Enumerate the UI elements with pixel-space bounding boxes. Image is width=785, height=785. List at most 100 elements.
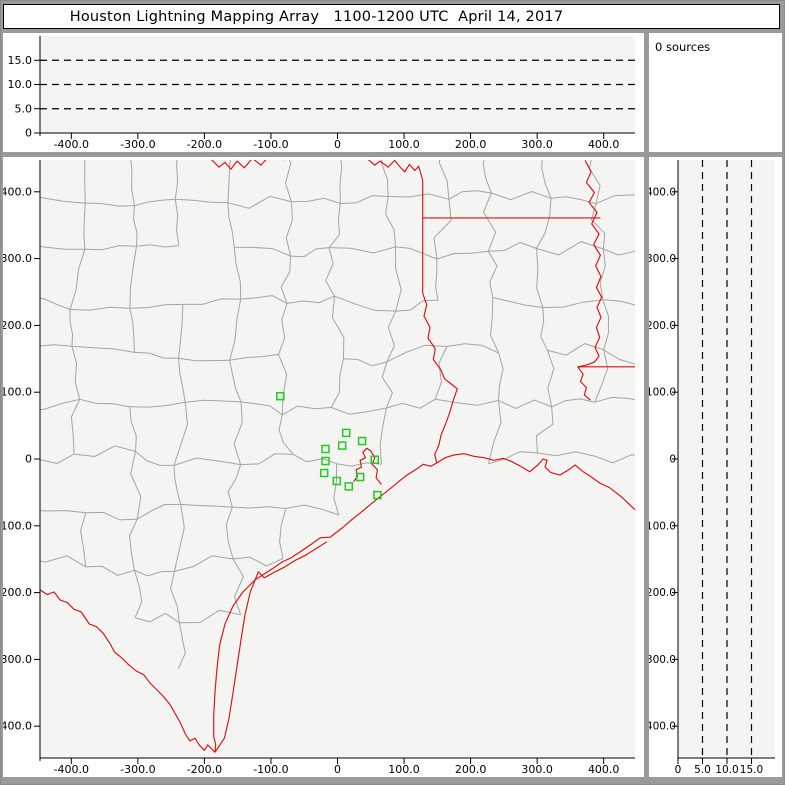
map-layers (16, 160, 635, 753)
county-boundary-line (279, 508, 287, 559)
y-tick-label: 0 (669, 454, 676, 466)
y-tick-label: -300.0 (3, 653, 32, 666)
county-boundary-line (339, 160, 343, 204)
county-boundary-line (435, 398, 499, 406)
county-boundary-line (547, 343, 604, 356)
y-tick-label: 10.0 (8, 78, 33, 91)
county-boundary-line (290, 247, 330, 258)
county-boundary-line (599, 248, 606, 300)
y-tick-label: -100.0 (649, 520, 676, 532)
county-boundary-line (134, 569, 175, 577)
county-boundary-line (85, 202, 135, 207)
altitude-ns-plot[interactable]: 400.0 300.0 200.0 100.0 0 -100.0 -200.0 -300.0 -… (649, 157, 782, 777)
state-border-barrier-island (214, 570, 265, 753)
county-boundary-line (177, 622, 186, 669)
county-boundary-line (491, 190, 552, 201)
county-boundary-line (170, 571, 180, 623)
county-boundary-line (132, 205, 138, 247)
county-boundary-line (227, 160, 231, 203)
county-boundary-line (70, 306, 130, 311)
county-boundary-line (173, 504, 185, 572)
x-tick-label: 0 (334, 138, 341, 151)
state-border-galveston-bay (353, 447, 382, 485)
county-boundary-line (129, 308, 135, 353)
county-boundary-line (227, 202, 235, 248)
x-tick-label: -400.0 (54, 138, 89, 151)
county-boundary-line (386, 344, 447, 363)
county-boundary-line (129, 406, 137, 452)
county-boundary-line (448, 190, 492, 200)
county-boundary-line (603, 248, 635, 256)
state-border-rio-grande (40, 589, 216, 753)
county-boundary-line (229, 353, 279, 361)
county-boundary-line (227, 195, 292, 209)
county-boundary-line (487, 251, 498, 298)
county-boundary-line (286, 295, 335, 304)
altitude-ew-plot[interactable]: 0 5.0 10.0 15.0 -400.0 -300.0 -200.0 -100.0 0 100… (3, 33, 644, 152)
y-tick-label: -100.0 (3, 519, 32, 532)
y-tick-label: 300.0 (649, 253, 676, 265)
y-tick-label: 15.0 (8, 54, 33, 67)
county-boundary-line (229, 360, 242, 403)
county-boundary-line (74, 445, 136, 458)
y-tick-label: 0 (25, 453, 32, 466)
county-boundary-line (134, 351, 179, 359)
county-boundary-line (136, 244, 179, 248)
county-boundary-line (40, 453, 75, 465)
county-boundary-line (285, 504, 339, 516)
county-boundary-line (135, 451, 175, 466)
station-marker (357, 436, 367, 446)
county-boundary-line (233, 401, 243, 465)
x-tick-label: 200.0 (455, 138, 487, 151)
station-marker (355, 472, 365, 482)
county-boundary-line (130, 160, 135, 206)
county-boundary-line (16, 467, 29, 509)
county-boundary-line (129, 303, 183, 309)
x-tick-label: 5.0 (694, 764, 711, 776)
county-boundary-line (232, 506, 286, 509)
x-tick-label: -100.0 (253, 138, 288, 151)
y-tick-label: -200.0 (649, 587, 676, 599)
county-boundary-line (85, 565, 135, 576)
county-boundary-line (395, 246, 402, 312)
county-boundary-line (285, 201, 293, 257)
county-boundary-line (40, 510, 86, 514)
county-boundary-line (537, 451, 595, 457)
county-boundary-line (134, 612, 180, 624)
state-border-red-river (211, 160, 424, 181)
x-tick-label: -200.0 (187, 138, 222, 151)
county-boundary-line (69, 309, 74, 347)
county-boundary-line (590, 203, 606, 250)
map-plot[interactable]: 400.0 300.0 200.0 100.0 0 -100.0 -200.0 -300.0 -… (3, 157, 644, 777)
county-boundary-line (233, 247, 242, 300)
county-boundary-line (284, 160, 292, 202)
county-boundary-line (603, 349, 635, 365)
x-tick-label: 400.0 (588, 138, 620, 151)
county-boundary-line (84, 160, 86, 204)
county-boundary-line (80, 512, 87, 567)
county-boundary-line (278, 303, 288, 355)
x-tick-label: 400.0 (588, 763, 620, 776)
y-tick-label: 100.0 (3, 386, 32, 399)
county-boundary-line (331, 296, 345, 359)
county-boundary-line (133, 570, 143, 618)
county-boundary-line (241, 401, 283, 416)
county-boundary-line (498, 353, 504, 401)
county-boundary-line (588, 160, 601, 204)
state-border-mississippi-s (577, 366, 591, 401)
county-boundary-line (395, 299, 439, 312)
county-boundary-line (182, 298, 241, 305)
county-boundary-line (40, 245, 85, 250)
county-boundary-line (173, 402, 189, 466)
y-tick-label: 400.0 (649, 186, 676, 198)
county-boundary-line (492, 297, 543, 308)
county-boundary-line (546, 349, 555, 408)
county-boundary-line (536, 241, 604, 256)
county-boundary-line (595, 194, 635, 205)
station-marker (321, 444, 330, 454)
county-boundary-line (240, 295, 288, 304)
county-boundary-line (40, 197, 86, 204)
state-border-sabine (422, 293, 458, 464)
x-tick-label: -300.0 (120, 138, 155, 151)
